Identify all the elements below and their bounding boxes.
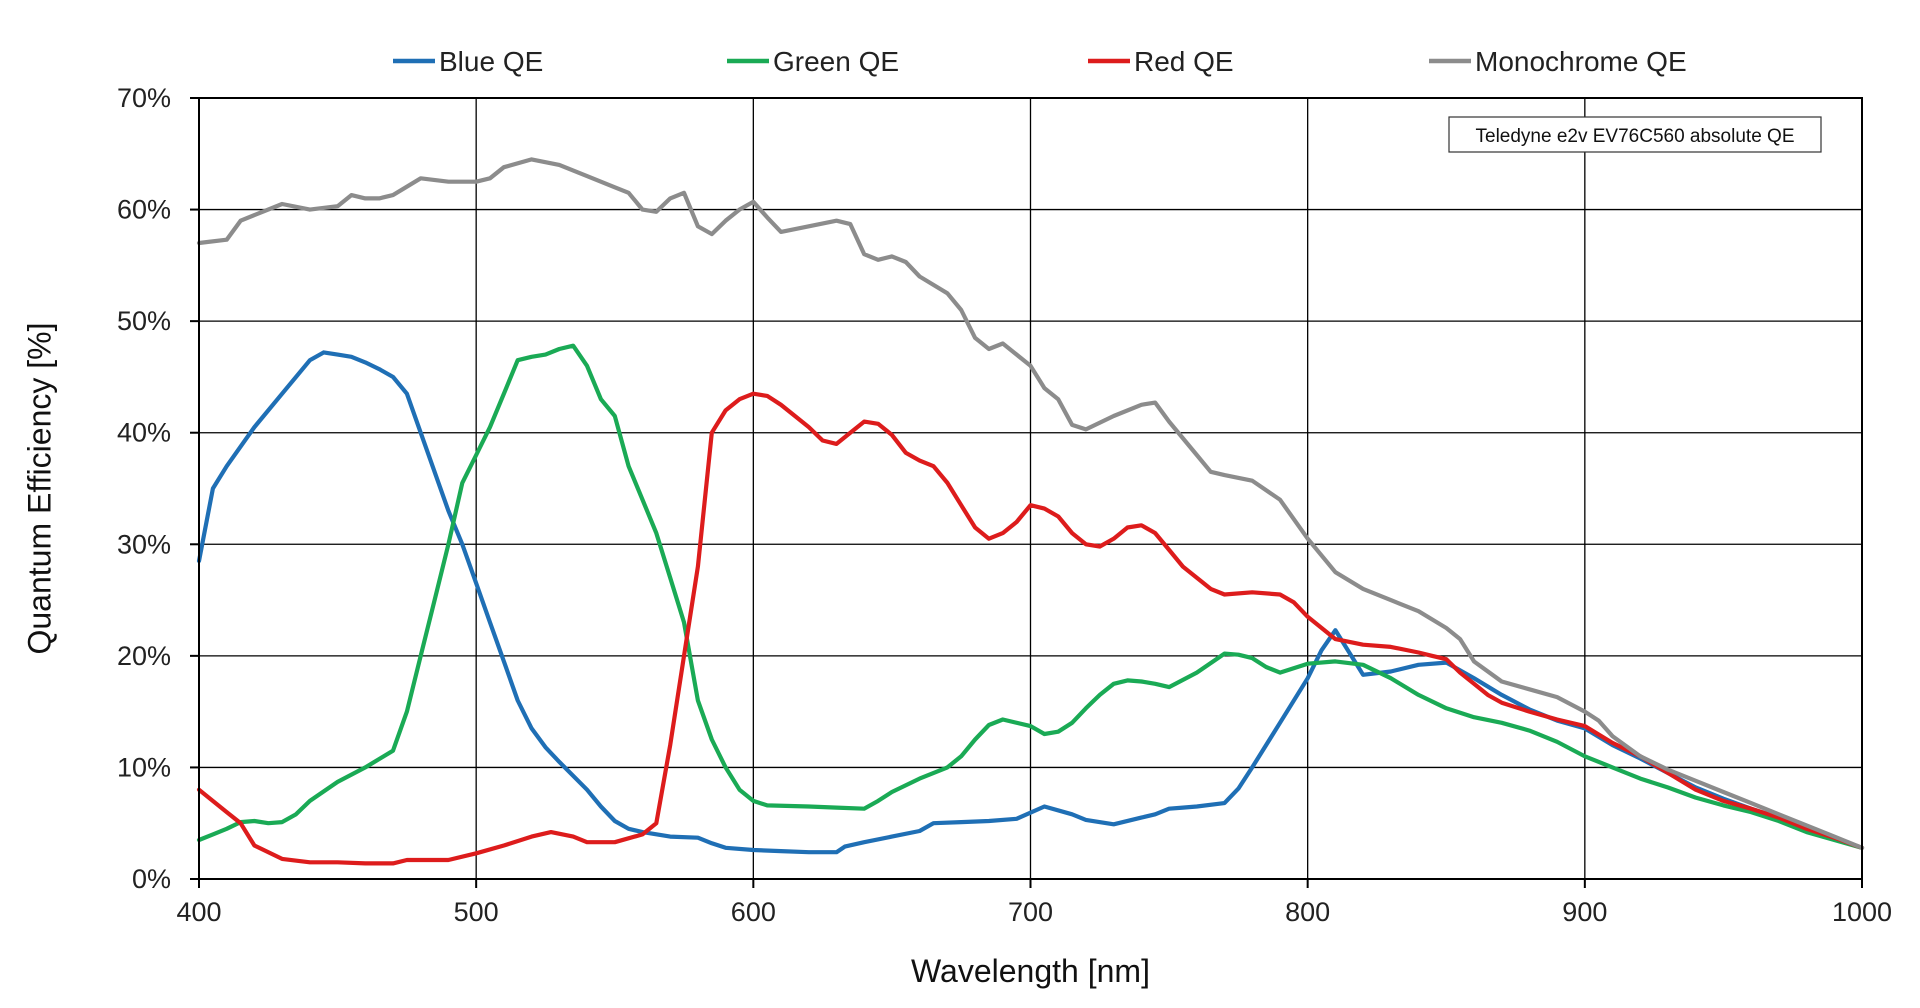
y-tick-label: 10%: [117, 752, 171, 782]
annotation-frame: [1448, 116, 1822, 153]
x-tick-label: 1000: [1832, 897, 1892, 927]
legend-label: Blue QE: [439, 46, 543, 77]
y-tick-label: 70%: [117, 83, 171, 113]
annotation-text: Teledyne e2v EV76C560 absolute QE: [1476, 126, 1795, 147]
y-tick-label: 0%: [132, 864, 171, 894]
legend-label: Green QE: [773, 46, 899, 77]
series-line-red-qe: [196, 391, 1865, 866]
x-tick-label: 900: [1562, 897, 1607, 927]
x-axis-ticks: 400 500 600 700 800 900 1000: [176, 879, 1892, 927]
x-tick-label: 600: [731, 897, 776, 927]
grid: [198, 97, 1863, 880]
y-axis-ticks: 0% 10% 20% 30% 40% 50% 60% 70%: [117, 83, 199, 894]
x-tick-label: 800: [1285, 897, 1330, 927]
x-tick-label: 500: [454, 897, 499, 927]
y-tick-label: 20%: [117, 641, 171, 671]
y-tick-label: 30%: [117, 529, 171, 559]
annotation-box: Teledyne e2v EV76C560 absolute QE: [1448, 116, 1822, 153]
y-tick-label: 50%: [117, 306, 171, 336]
x-tick-label: 700: [1008, 897, 1053, 927]
x-axis-title: Wavelength [nm]: [911, 953, 1150, 989]
y-tick-label: 60%: [117, 195, 171, 225]
series-lines: [196, 157, 1865, 866]
legend-label: Monochrome QE: [1475, 46, 1687, 77]
x-tick-label: 400: [176, 897, 221, 927]
series-line-monochrome-qe: [196, 157, 1865, 850]
y-tick-label: 40%: [117, 418, 171, 448]
legend: Blue QE Green QE Red QE Monochrome QE: [393, 46, 1687, 77]
series-line-green-qe: [196, 343, 1865, 850]
series-line-blue-qe: [196, 350, 1865, 855]
legend-label: Red QE: [1134, 46, 1234, 77]
y-axis-title: Quantum Efficiency [%]: [21, 323, 57, 655]
